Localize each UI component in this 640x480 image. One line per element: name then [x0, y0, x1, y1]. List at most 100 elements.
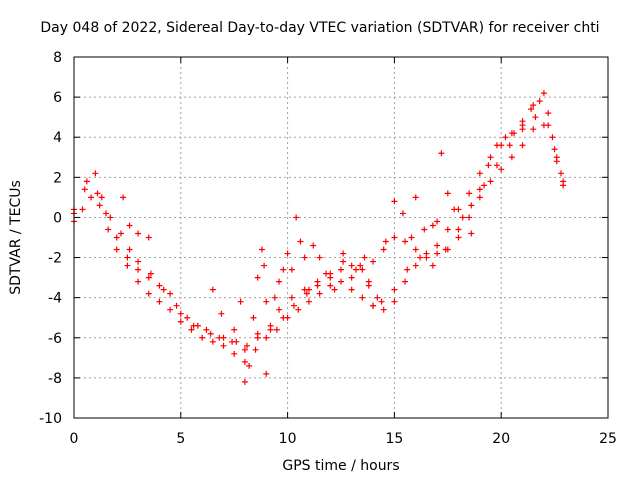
data-point: [280, 266, 287, 273]
data-point: [348, 274, 355, 281]
data-points: [71, 90, 567, 385]
data-point: [199, 334, 206, 341]
data-point: [263, 298, 270, 305]
data-point: [113, 246, 120, 253]
data-point: [288, 294, 295, 301]
data-point: [476, 170, 483, 177]
data-point: [323, 270, 330, 277]
plot-frame: [73, 56, 609, 419]
data-point: [231, 350, 238, 357]
data-point: [244, 342, 251, 349]
data-point: [107, 214, 114, 221]
y-axis-label: SDTVAR / TECUs: [8, 180, 24, 295]
data-point: [254, 334, 261, 341]
data-point: [493, 142, 500, 149]
data-point: [126, 246, 133, 253]
data-point: [327, 282, 334, 289]
data-point: [173, 302, 180, 309]
data-point: [511, 130, 518, 137]
data-point: [434, 242, 441, 249]
y-tick-label: -10: [39, 411, 62, 427]
data-point: [434, 250, 441, 257]
data-point: [276, 278, 283, 285]
data-point: [536, 98, 543, 105]
data-point: [135, 278, 142, 285]
data-point: [117, 230, 124, 237]
data-point: [444, 226, 451, 233]
data-point: [519, 142, 526, 149]
data-point: [237, 298, 244, 305]
x-axis-label: GPS time / hours: [282, 458, 399, 474]
data-point: [412, 246, 419, 253]
data-point: [487, 154, 494, 161]
data-point: [502, 134, 509, 141]
data-point: [209, 338, 216, 345]
y-tick-label: -6: [48, 331, 62, 347]
data-point: [209, 286, 216, 293]
data-point: [340, 250, 347, 257]
data-point: [352, 266, 359, 273]
data-point: [284, 250, 291, 257]
data-point: [267, 326, 274, 333]
data-point: [451, 206, 458, 213]
data-point: [551, 146, 558, 153]
data-point: [220, 342, 227, 349]
chart-title: Day 048 of 2022, Sidereal Day-to-day VTE…: [40, 20, 599, 36]
data-point: [408, 234, 415, 241]
data-point: [145, 290, 152, 297]
data-point: [126, 222, 133, 229]
data-point: [92, 170, 99, 177]
data-point: [506, 142, 513, 149]
data-point: [145, 274, 152, 281]
data-point: [365, 278, 372, 285]
data-point: [370, 258, 377, 265]
data-point: [184, 314, 191, 321]
data-point: [258, 246, 265, 253]
axis-ticks: [73, 56, 609, 419]
data-point: [391, 234, 398, 241]
x-tick-label: 20: [492, 431, 510, 447]
data-point: [348, 262, 355, 269]
x-tick-label: 10: [279, 431, 297, 447]
data-point: [250, 314, 257, 321]
data-point: [177, 310, 184, 317]
data-point: [338, 278, 344, 285]
data-point: [216, 334, 223, 341]
data-point: [412, 262, 419, 269]
data-point: [81, 186, 88, 193]
data-point: [455, 234, 462, 241]
data-point: [295, 306, 302, 313]
data-point: [391, 298, 398, 305]
data-point: [560, 178, 567, 185]
y-tick-label: -4: [48, 291, 62, 307]
data-point: [429, 222, 436, 229]
data-point: [340, 258, 347, 265]
data-point: [348, 286, 355, 293]
data-point: [301, 254, 308, 261]
series-track-c: [71, 114, 560, 353]
data-point: [434, 218, 441, 225]
x-tick-label: 15: [385, 431, 403, 447]
x-tick-label: 0: [70, 431, 79, 447]
data-point: [487, 178, 494, 185]
data-point: [241, 346, 248, 353]
data-point: [476, 186, 483, 193]
data-point: [305, 286, 312, 293]
y-tick-label: -8: [48, 371, 62, 387]
data-point: [423, 254, 430, 261]
data-point: [103, 210, 110, 217]
data-point: [120, 194, 127, 201]
data-point: [218, 310, 225, 317]
data-point: [284, 314, 291, 321]
data-point: [545, 110, 552, 117]
data-point: [263, 334, 270, 341]
data-point: [380, 306, 387, 313]
data-point: [498, 166, 505, 173]
data-point: [135, 266, 142, 273]
data-point: [455, 226, 462, 233]
data-point: [370, 302, 377, 309]
data-point: [540, 90, 547, 97]
data-point: [532, 114, 539, 121]
data-point: [412, 194, 419, 201]
